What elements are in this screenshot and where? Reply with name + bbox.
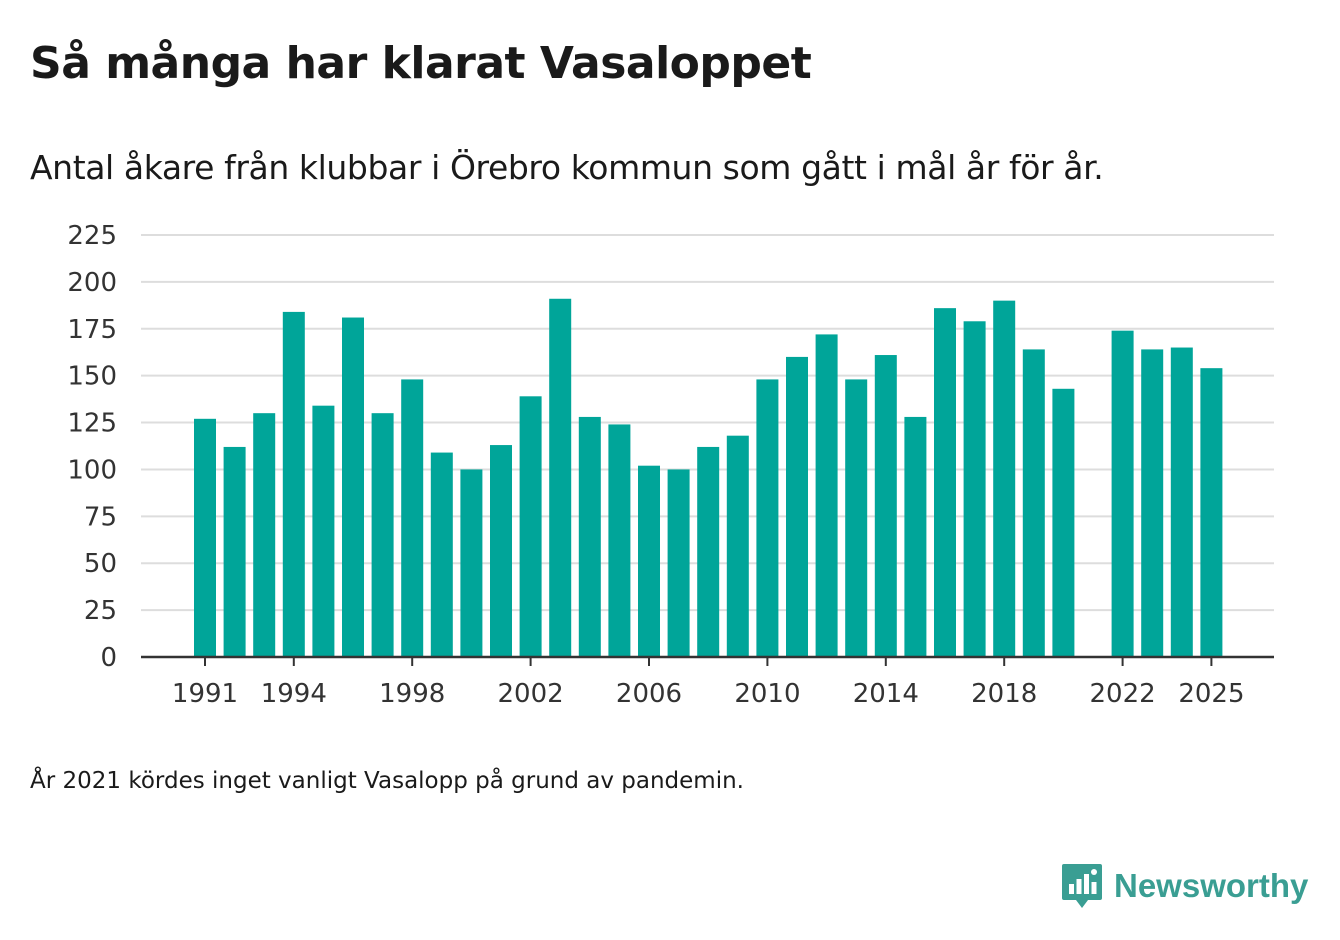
bar-1998 (401, 379, 424, 657)
bar-2004 (578, 416, 601, 657)
y-tick-label: 150 (67, 362, 117, 392)
bar-2018 (993, 300, 1016, 657)
bar-2008 (697, 446, 720, 657)
bar-2019 (1022, 349, 1045, 657)
x-tick-label: 2025 (1178, 679, 1244, 709)
x-tick-label: 2006 (616, 679, 682, 709)
bar-1993 (253, 413, 276, 657)
bar-2015 (904, 416, 927, 657)
bar-2007 (667, 469, 690, 657)
y-tick-label: 225 (67, 221, 117, 251)
y-tick-label: 175 (67, 315, 117, 345)
bar-2012 (815, 334, 838, 657)
bar-2009 (726, 435, 749, 657)
x-tick-label: 2014 (853, 679, 919, 709)
bar-2013 (845, 379, 868, 657)
bar-2011 (786, 356, 808, 657)
bar-2005 (608, 424, 631, 657)
bar-2001 (490, 445, 512, 657)
bar-chart: 0 25 50 75 100 125 150 175 200 225 1991 1994 1998 20… (67, 221, 1274, 709)
x-tick-label: 2018 (971, 679, 1037, 709)
bar-1996 (342, 317, 364, 657)
x-tick-label: 1994 (261, 679, 327, 709)
chart-title: Så många har klarat Vasaloppet (30, 38, 812, 89)
bar-2016 (934, 308, 956, 657)
y-tick-label: 100 (67, 455, 117, 485)
bar-1992 (223, 446, 246, 657)
bar-2002 (519, 396, 542, 657)
x-tick-label: 2010 (734, 679, 800, 709)
bar-2023 (1141, 349, 1164, 657)
bar-2025 (1200, 368, 1223, 657)
bar-2014 (874, 355, 897, 657)
bar-2010 (756, 379, 779, 657)
bar-1999 (430, 452, 453, 657)
brand-name: Newsworthy (1114, 867, 1309, 904)
y-tick-label: 25 (84, 596, 117, 626)
x-axis-ticks: 1991 1994 1998 2002 2006 2010 2014 2018 2022 2025 (172, 657, 1244, 709)
bar-2006 (638, 465, 660, 657)
y-tick-label: 0 (100, 643, 117, 673)
bar-2000 (460, 469, 483, 657)
bar-2024 (1170, 347, 1193, 657)
bar-1997 (371, 413, 394, 657)
y-tick-label: 50 (84, 549, 117, 579)
y-tick-label: 125 (67, 409, 117, 439)
chart-subtitle: Antal åkare från klubbar i Örebro kommun… (30, 148, 1104, 187)
bars (194, 298, 1223, 657)
x-tick-label: 2022 (1090, 679, 1156, 709)
brand-logo: Newsworthy (1060, 862, 1308, 910)
y-tick-label: 200 (67, 268, 117, 298)
bar-2020 (1052, 388, 1075, 657)
newsworthy-logo-icon (1062, 864, 1102, 908)
x-tick-label: 1998 (379, 679, 445, 709)
x-tick-label: 2002 (498, 679, 564, 709)
bar-2017 (963, 321, 986, 657)
bar-1991 (194, 418, 216, 657)
x-tick-label: 1991 (172, 679, 238, 709)
bar-2003 (549, 298, 572, 657)
y-axis-ticks: 0 25 50 75 100 125 150 175 200 225 (67, 221, 117, 673)
bar-2022 (1111, 330, 1134, 657)
bar-1994 (282, 311, 305, 657)
bar-1995 (312, 405, 335, 657)
y-tick-label: 75 (84, 502, 117, 532)
footnote: År 2021 kördes inget vanligt Vasalopp på… (30, 768, 744, 794)
